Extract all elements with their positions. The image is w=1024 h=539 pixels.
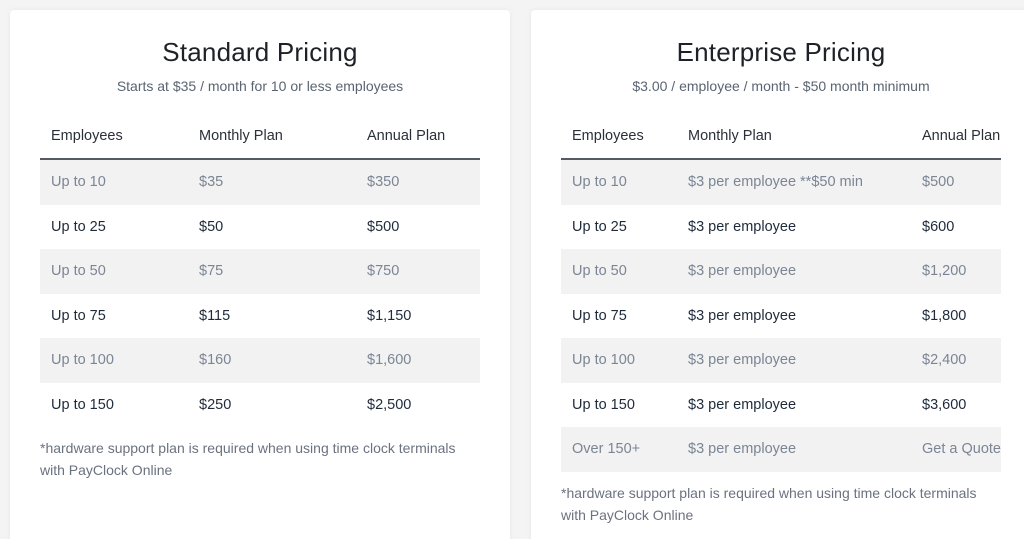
monthly-plan-cell: $3 per employee (677, 249, 911, 294)
employees-cell: Up to 10 (40, 159, 188, 205)
employees-cell: Up to 150 (51, 396, 114, 413)
get-a-quote-link[interactable]: Get a Quote (911, 427, 1001, 472)
standard-pricing-table: Employees Monthly Plan Annual Plan Up to… (40, 114, 480, 427)
table-row: Up to 25 $50 $500 (40, 205, 480, 250)
employees-cell: Over 150+ (561, 427, 677, 472)
table-row: Up to 50 $75 $750 (40, 249, 480, 294)
table-header-row: Employees Monthly Plan Annual Plan (40, 114, 480, 160)
employees-cell: Up to 75 (572, 307, 627, 324)
monthly-plan-cell: $3 per employee (677, 427, 911, 472)
table-header-row: Employees Monthly Plan Annual Plan (561, 114, 1001, 160)
table-row: Up to 100 $3 per employee $2,400 (561, 338, 1001, 383)
annual-plan-cell: $2,400 (911, 338, 1001, 383)
annual-plan-cell: $1,800 (922, 307, 967, 324)
employees-cell: Up to 100 (561, 338, 677, 383)
monthly-plan-cell: $3 per employee **$50 min (677, 159, 911, 205)
monthly-plan-cell: $35 (188, 159, 356, 205)
monthly-plan-cell: $3 per employee (688, 218, 797, 235)
monthly-plan-cell: $160 (188, 338, 356, 383)
employees-cell: Up to 25 (572, 218, 627, 235)
standard-pricing-card: Standard Pricing Starts at $35 / month f… (10, 10, 510, 539)
annual-plan-cell: $500 (367, 218, 400, 235)
table-row: Up to 10 $35 $350 (40, 159, 480, 205)
column-header-annual-plan: Annual Plan (356, 114, 480, 160)
annual-plan-cell: $500 (911, 159, 1001, 205)
annual-plan-cell: $3,600 (922, 396, 967, 413)
enterprise-pricing-subtitle: $3.00 / employee / month - $50 month min… (632, 78, 930, 94)
column-header-employees: Employees (40, 114, 188, 160)
employees-cell: Up to 25 (51, 218, 106, 235)
employees-cell: Up to 100 (40, 338, 188, 383)
employees-cell: Up to 10 (561, 159, 677, 205)
table-row: Up to 100 $160 $1,600 (40, 338, 480, 383)
monthly-plan-cell: $3 per employee (677, 338, 911, 383)
annual-plan-cell: $750 (356, 249, 480, 294)
monthly-plan-cell: $3 per employee (688, 396, 797, 413)
standard-hardware-note: *hardware support plan is required when … (40, 440, 456, 478)
employees-cell: Up to 50 (561, 249, 677, 294)
annual-plan-cell: $1,150 (367, 307, 412, 324)
column-header-monthly-plan: Monthly Plan (188, 114, 356, 160)
standard-pricing-subtitle: Starts at $35 / month for 10 or less emp… (116, 78, 404, 94)
table-row: Up to 25 $3 per employee $600 (561, 205, 1001, 250)
employees-cell: Up to 150 (572, 396, 635, 413)
monthly-plan-cell: $250 (199, 396, 232, 413)
monthly-plan-cell: $3 per employee (688, 307, 797, 324)
monthly-plan-cell: $50 (199, 218, 224, 235)
table-row: Up to 75 $115 $1,150 (40, 294, 480, 339)
table-row: Up to 10 $3 per employee **$50 min $500 (561, 159, 1001, 205)
annual-plan-cell: $600 (922, 218, 955, 235)
enterprise-pricing-title: Enterprise Pricing (676, 37, 886, 67)
monthly-plan-cell: $115 (199, 307, 231, 324)
annual-plan-cell: $1,600 (356, 338, 480, 383)
table-row: Up to 50 $3 per employee $1,200 (561, 249, 1001, 294)
table-row: Up to 75 $3 per employee $1,800 (561, 294, 1001, 339)
column-header-monthly-plan: Monthly Plan (677, 114, 911, 160)
employees-cell: Up to 50 (40, 249, 188, 294)
annual-plan-cell: $350 (356, 159, 480, 205)
enterprise-pricing-card: Enterprise Pricing $3.00 / employee / mo… (531, 10, 1024, 539)
enterprise-hardware-note: *hardware support plan is required when … (561, 484, 977, 523)
table-row: Over 150+ $3 per employee Get a Quote (561, 427, 1001, 472)
annual-plan-cell: $2,500 (367, 396, 412, 413)
column-header-employees: Employees (561, 114, 677, 160)
employees-cell: Up to 75 (51, 307, 106, 324)
standard-pricing-title: Standard Pricing (162, 37, 358, 67)
table-row: Up to 150 $250 $2,500 (40, 383, 480, 428)
column-header-annual-plan: Annual Plan (911, 114, 1001, 160)
table-row: Up to 150 $3 per employee $3,600 (561, 383, 1001, 428)
enterprise-pricing-table: Employees Monthly Plan Annual Plan Up to… (561, 114, 1001, 472)
monthly-plan-cell: $75 (188, 249, 356, 294)
annual-plan-cell: $1,200 (911, 249, 1001, 294)
